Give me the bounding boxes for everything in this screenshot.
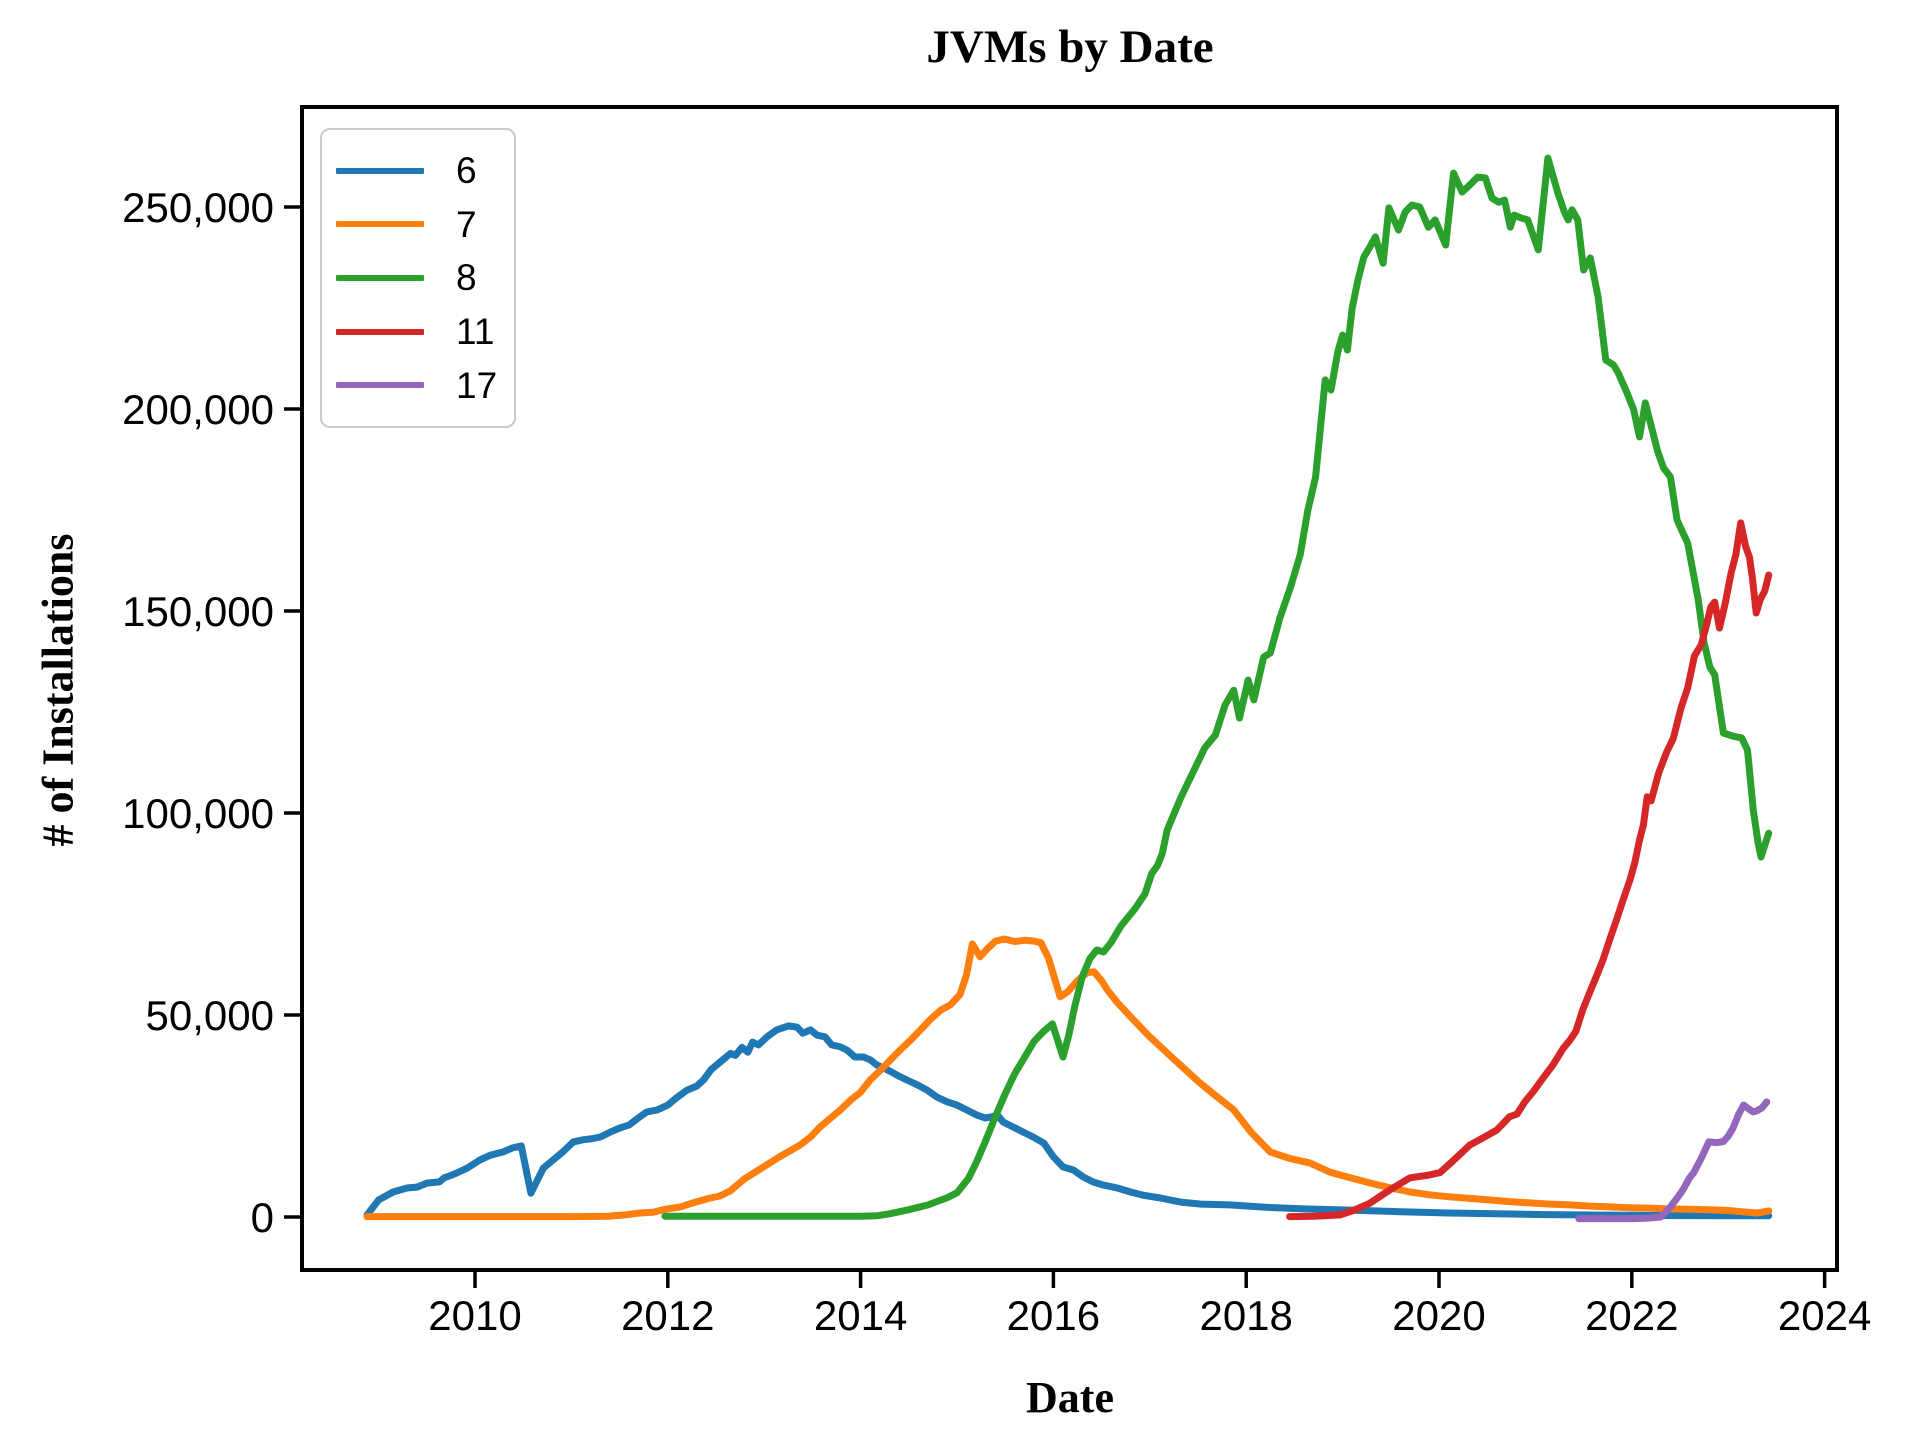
y-tick-label: 100,000 <box>122 790 274 837</box>
series-line-7 <box>363 935 1773 1221</box>
legend-label-6: 6 <box>456 150 477 192</box>
legend-item-11: 11 <box>322 310 514 354</box>
x-tick-label: 2014 <box>814 1292 907 1339</box>
x-tick-label: 2010 <box>428 1292 521 1339</box>
legend-swatch-8 <box>336 274 424 281</box>
legend-swatch-17 <box>336 382 424 389</box>
y-tick-label: 0 <box>251 1194 274 1241</box>
legend-item-6: 6 <box>322 149 514 193</box>
series-line-8 <box>661 154 1773 1220</box>
series-line-17 <box>1575 1098 1771 1223</box>
y-tick-label: 50,000 <box>146 992 274 1039</box>
x-tick-label: 2022 <box>1585 1292 1678 1339</box>
y-tick-label: 250,000 <box>122 184 274 231</box>
y-tick-label: 150,000 <box>122 588 274 635</box>
x-tick-label: 2012 <box>621 1292 714 1339</box>
x-axis-label: Date <box>1026 1373 1114 1422</box>
series-line-11 <box>1286 519 1773 1221</box>
legend-label-8: 8 <box>456 257 477 299</box>
legend-label-17: 17 <box>456 364 498 406</box>
legend-swatch-11 <box>336 328 424 335</box>
legend-item-7: 7 <box>322 202 514 246</box>
series-line-6 <box>363 1022 1773 1220</box>
x-tick-label: 2024 <box>1778 1292 1871 1339</box>
chart-title: JVMs by Date <box>926 21 1214 73</box>
x-tick-label: 2018 <box>1199 1292 1292 1339</box>
legend-item-17: 17 <box>322 363 514 407</box>
x-tick-label: 2016 <box>1007 1292 1100 1339</box>
legend-swatch-6 <box>336 167 424 174</box>
x-tick-label: 2020 <box>1392 1292 1485 1339</box>
plot-border <box>300 105 1839 1272</box>
legend-label-7: 7 <box>456 203 477 245</box>
legend: 6 7 8 11 17 <box>320 128 516 428</box>
y-axis-label: # of Installations <box>33 533 83 847</box>
legend-swatch-7 <box>336 221 424 228</box>
y-tick-label: 200,000 <box>122 386 274 433</box>
legend-label-11: 11 <box>456 311 495 353</box>
legend-item-8: 8 <box>322 256 514 300</box>
